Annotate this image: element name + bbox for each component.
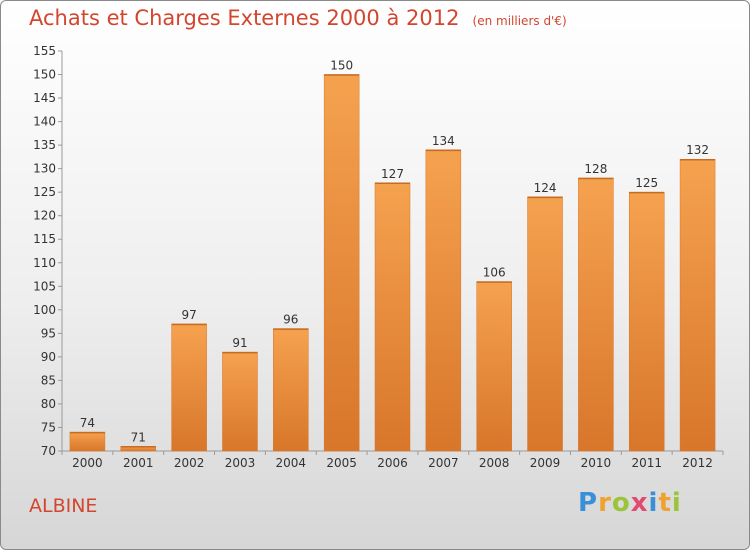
logo-letter: i — [671, 488, 682, 518]
chart-bars — [69, 74, 716, 452]
y-tick-label: 145 — [33, 91, 56, 105]
bar-2000 — [69, 431, 106, 452]
logo-letter: o — [611, 488, 631, 518]
y-tick-label: 155 — [33, 44, 56, 58]
y-tick-label: 140 — [33, 115, 56, 129]
value-label-2009: 124 — [534, 181, 557, 195]
y-tick-label: 130 — [33, 162, 56, 176]
y-tick-label: 105 — [33, 279, 56, 293]
logo-letter: t — [658, 488, 672, 518]
chart-title: Achats et Charges Externes 2000 à 2012 (… — [29, 6, 567, 30]
logo-letter: P — [578, 488, 599, 518]
value-label-2003: 91 — [232, 336, 247, 350]
y-tick-label: 120 — [33, 209, 56, 223]
y-tick-label: 110 — [33, 256, 56, 270]
y-tick-label: 125 — [33, 185, 56, 199]
value-label-2006: 127 — [381, 167, 404, 181]
bar-2007 — [425, 149, 462, 452]
value-label-2012: 132 — [686, 143, 709, 157]
x-tick-label-2005: 2005 — [326, 456, 357, 470]
logo-letter: x — [630, 488, 649, 518]
y-tick-label: 150 — [33, 68, 56, 82]
x-tick-label-2007: 2007 — [428, 456, 459, 470]
bar-2010 — [578, 177, 614, 452]
value-label-2002: 97 — [181, 308, 196, 322]
value-label-2010: 128 — [584, 162, 607, 176]
y-tick-label: 90 — [41, 350, 56, 364]
chart-axes: 70 75 80 85 90 95 100 105 110 115 120 125 130 135 140 1… — [33, 44, 724, 458]
y-tick-label: 75 — [41, 420, 56, 434]
logo-letter: i — [648, 488, 659, 518]
x-tick-label-2004: 2004 — [276, 456, 307, 470]
logo-letter: r — [598, 488, 612, 518]
y-tick-label: 95 — [41, 326, 56, 340]
value-label-2000: 74 — [80, 416, 95, 430]
x-tick-label-2006: 2006 — [377, 456, 408, 470]
bar-2012 — [679, 158, 716, 452]
value-label-2011: 125 — [635, 176, 658, 190]
chart-labels: 74 2000 71 2001 97 2002 91 2003 96 2004 150 2005 127… — [72, 59, 713, 470]
unit-label: (en milliers d'€) — [472, 14, 567, 28]
x-tick-label-2003: 2003 — [225, 456, 256, 470]
bar-2006 — [374, 182, 411, 452]
bar-2011 — [628, 191, 665, 452]
bar-2009 — [527, 196, 563, 452]
value-label-2004: 96 — [283, 313, 298, 327]
proxiti-logo: Proxiti — [578, 488, 682, 518]
bar-2005 — [323, 74, 360, 452]
value-label-2001: 71 — [131, 430, 146, 444]
x-tick-label-2011: 2011 — [631, 456, 662, 470]
bar-2008 — [476, 281, 512, 452]
value-label-2008: 106 — [483, 266, 506, 280]
y-tick-label: 135 — [33, 138, 56, 152]
y-tick-label: 100 — [33, 303, 56, 317]
x-tick-label-2012: 2012 — [682, 456, 713, 470]
x-tick-label-2010: 2010 — [581, 456, 612, 470]
x-tick-label-2000: 2000 — [72, 456, 103, 470]
x-tick-label-2009: 2009 — [530, 456, 561, 470]
y-tick-label: 85 — [41, 373, 56, 387]
city-name: ALBINE — [29, 495, 98, 517]
value-label-2007: 134 — [432, 134, 455, 148]
x-tick-label-2001: 2001 — [123, 456, 154, 470]
title-text: Achats et Charges Externes 2000 à 2012 — [29, 6, 460, 30]
x-tick-label-2008: 2008 — [479, 456, 510, 470]
x-tick-label-2002: 2002 — [174, 456, 205, 470]
bar-2003 — [222, 351, 258, 452]
y-tick-label: 70 — [41, 444, 56, 458]
y-tick-label: 80 — [41, 397, 56, 411]
bar-2002 — [171, 323, 207, 452]
value-label-2005: 150 — [330, 59, 353, 73]
bar-2004 — [273, 328, 309, 452]
y-tick-label: 115 — [33, 232, 56, 246]
